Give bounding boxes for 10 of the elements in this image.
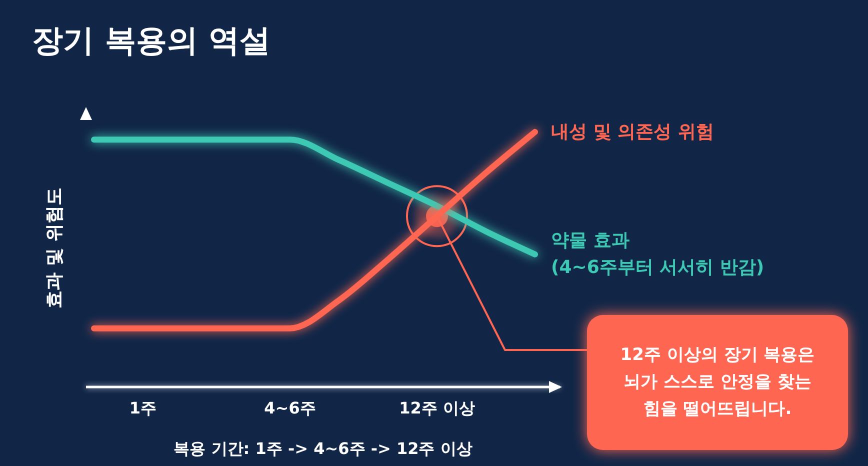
chart-title: 장기 복용의 역설 [32, 22, 271, 61]
x-axis-title: 복용 기간: 1주 -> 4~6주 -> 12주 이상 [174, 439, 472, 458]
x-tick-label: 1주 [129, 398, 157, 418]
x-tick-label: 12주 이상 [399, 398, 475, 418]
y-axis-title: 효과 및 위험도 [43, 188, 66, 308]
series-label: 내성 및 의존성 위험 [551, 120, 714, 144]
series-label: 약물 효과 (4~6주부터 서서히 반감) [551, 229, 764, 280]
x-tick-label: 4~6주 [264, 398, 316, 418]
callout-box: 12주 이상의 장기 복용은 뇌가 스스로 안정을 찾는 힘을 떨어뜨립니다. [587, 315, 848, 450]
annotation: 12주 이상의 장기 복용은 뇌가 스스로 안정을 찾는 힘을 떨어뜨립니다. [619, 344, 816, 422]
